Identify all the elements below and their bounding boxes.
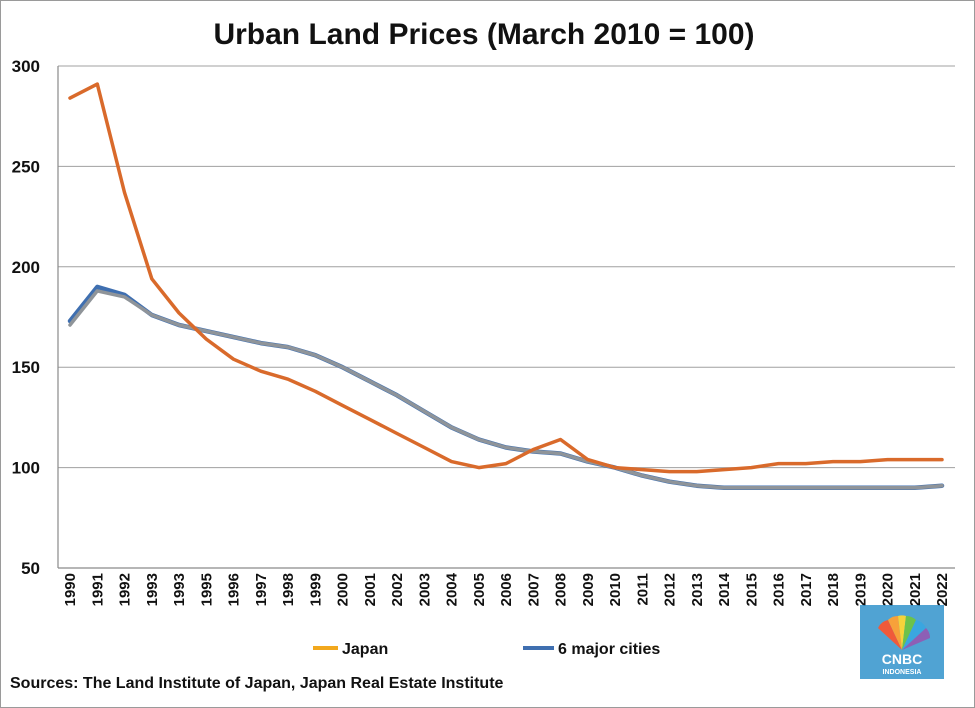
x-tick-label: 2015 xyxy=(743,573,760,606)
chart-title: Urban Land Prices (March 2010 = 100) xyxy=(213,18,754,51)
series-lines xyxy=(67,82,945,490)
x-tick-label: 2010 xyxy=(607,573,624,606)
series-line-6-major-cities xyxy=(67,284,945,490)
logo-brand: CNBC xyxy=(882,651,922,667)
x-tick-label: 1996 xyxy=(226,573,243,606)
x-tick-label: 2004 xyxy=(444,572,461,606)
x-tick-label: 2021 xyxy=(907,573,924,606)
x-tick-label: 2009 xyxy=(580,573,597,606)
x-axis: 1990 1991 1992 1993 1993 1995 1996 1997 1998 1999… xyxy=(62,572,951,606)
gridlines xyxy=(57,65,955,569)
x-tick-label: 1995 xyxy=(198,573,215,606)
x-tick-label: 2000 xyxy=(335,573,352,606)
legend-label-6-major-cities: 6 major cities xyxy=(558,641,660,658)
y-tick-label: 150 xyxy=(12,358,40,377)
cnbc-indonesia-logo: CNBC INDONESIA xyxy=(860,605,944,679)
x-tick-label: 2016 xyxy=(771,573,788,606)
x-tick-label: 1990 xyxy=(62,573,79,606)
x-tick-label: 1999 xyxy=(307,573,324,606)
series-line-japan xyxy=(68,289,944,490)
x-tick-label: 2022 xyxy=(934,573,951,606)
legend-label-japan: Japan xyxy=(342,641,388,658)
peacock-icon xyxy=(878,615,931,650)
series-line-land-price xyxy=(68,82,944,474)
x-tick-label: 2014 xyxy=(716,572,733,606)
logo-sub: INDONESIA xyxy=(883,669,922,676)
x-tick-label: 2008 xyxy=(553,573,570,606)
x-tick-label: 1993 xyxy=(144,573,161,606)
y-axis: 50 100 150 200 250 300 xyxy=(12,57,40,578)
legend: Japan 6 major cities xyxy=(313,641,660,658)
x-tick-label: 1997 xyxy=(253,573,270,606)
x-tick-label: 2020 xyxy=(880,573,897,606)
x-tick-label: 2012 xyxy=(662,573,679,606)
x-tick-label: 2013 xyxy=(689,573,706,606)
x-tick-label: 2006 xyxy=(498,573,515,606)
x-tick-label: 2018 xyxy=(825,573,842,606)
x-tick-label: 2001 xyxy=(362,573,379,606)
y-tick-label: 50 xyxy=(21,559,40,578)
y-tick-label: 250 xyxy=(12,157,40,176)
x-tick-label: 2002 xyxy=(389,573,406,606)
x-tick-label: 2019 xyxy=(852,573,869,606)
x-tick-label: 1991 xyxy=(89,573,106,606)
x-tick-label: 1993 xyxy=(171,573,188,606)
x-tick-label: 2011 xyxy=(634,573,651,606)
x-tick-label: 2003 xyxy=(416,573,433,606)
source-note: Sources: The Land Institute of Japan, Ja… xyxy=(10,675,504,692)
y-tick-label: 200 xyxy=(12,258,40,277)
x-tick-label: 1992 xyxy=(117,573,134,606)
y-tick-label: 100 xyxy=(12,459,40,478)
x-tick-label: 1998 xyxy=(280,573,297,606)
x-tick-label: 2017 xyxy=(798,573,815,606)
y-tick-label: 300 xyxy=(12,57,40,76)
x-tick-label: 2007 xyxy=(525,573,542,606)
x-tick-label: 2005 xyxy=(471,573,488,606)
